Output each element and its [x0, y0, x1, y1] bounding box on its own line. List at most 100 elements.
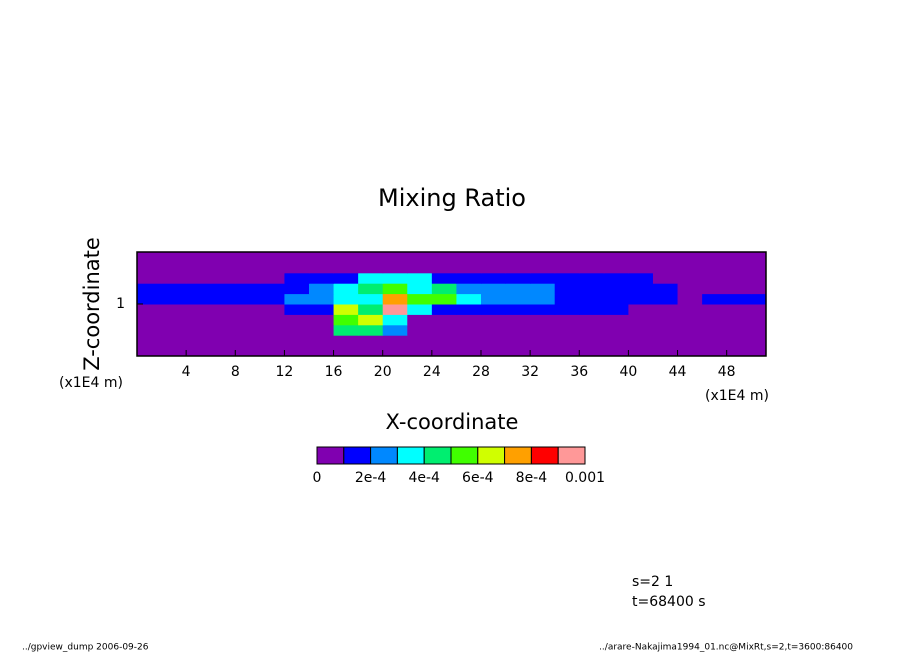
field-cell [333, 252, 359, 263]
field-cell [456, 272, 482, 284]
y-unit: (x1E4 m) [59, 375, 123, 391]
field-cell [186, 335, 212, 347]
field-cell [382, 335, 408, 347]
field-cell [554, 304, 580, 315]
field-cell [751, 314, 766, 326]
field-cell [161, 345, 187, 356]
field-cell [259, 314, 285, 326]
field-cell [333, 314, 359, 326]
field-cell [333, 283, 359, 295]
field-cell [652, 283, 679, 295]
field-cell [186, 314, 212, 326]
field-cell [628, 262, 654, 274]
field-cell [628, 335, 654, 347]
field-cell [652, 293, 679, 305]
field-cell [456, 262, 482, 274]
field-cell [505, 324, 531, 336]
field-cell [382, 345, 408, 356]
footer-left: ../gpview_dump 2006-09-26 [22, 643, 149, 653]
colorbar-box [477, 446, 506, 465]
field-cell [308, 293, 335, 305]
field-cell [579, 345, 605, 356]
field-cell [186, 304, 212, 315]
field-cell [161, 293, 187, 305]
colorbar-label: 6e-4 [462, 470, 494, 486]
field-cell [186, 293, 212, 305]
colorbar-label: 4e-4 [408, 470, 440, 486]
field-cell [652, 345, 679, 356]
field-cell [603, 324, 629, 336]
colorbar-box [396, 446, 425, 465]
field-cell [259, 272, 285, 284]
field-cell [505, 283, 531, 295]
field-cell [505, 252, 531, 263]
field-cell [579, 293, 605, 305]
field-cell [628, 293, 654, 305]
field-cell [161, 324, 187, 336]
field-cell [358, 293, 384, 305]
field-cell [628, 314, 654, 326]
x-tick-label: 36 [570, 364, 588, 380]
field-cell [530, 252, 556, 263]
x-tick-label: 12 [276, 364, 294, 380]
field-cell [161, 272, 187, 284]
colorbar-label: 0 [313, 470, 322, 486]
field-cell [652, 252, 679, 263]
field-cell [186, 283, 212, 295]
field-cell [554, 283, 580, 295]
field-cell [554, 262, 580, 274]
field-cell [751, 324, 766, 336]
field-cell [407, 335, 433, 347]
field-cell [702, 252, 728, 263]
field-cell [210, 314, 236, 326]
field-cell [235, 345, 261, 356]
field-cell [137, 293, 163, 305]
field-cell [702, 345, 728, 356]
field-cell [186, 272, 212, 284]
field-cell [161, 283, 187, 295]
field-cell [677, 293, 703, 305]
field-cell [431, 262, 457, 274]
field-cell [235, 324, 261, 336]
field-cell [751, 252, 766, 263]
field-cell [677, 252, 703, 263]
field-cell [480, 314, 507, 326]
field-cell [407, 272, 433, 284]
field-cell [308, 324, 335, 336]
field-cell [628, 272, 654, 284]
field-cell [530, 272, 556, 284]
footer-right: ../arare-Nakajima1994_01.nc@MixRt,s=2,t=… [599, 643, 853, 653]
field-cell [603, 252, 629, 263]
field-cell [726, 345, 752, 356]
field-cell [161, 314, 187, 326]
field-cell [137, 345, 163, 356]
field-cell [530, 304, 556, 315]
field-cell [259, 262, 285, 274]
field-cell [702, 293, 728, 305]
field-cell [480, 272, 507, 284]
field-cell [259, 304, 285, 315]
field-cell [603, 314, 629, 326]
field-cell [751, 283, 766, 295]
field-cell [137, 304, 163, 315]
field-cell [210, 272, 236, 284]
field-cell [677, 262, 703, 274]
field-cell [358, 314, 384, 326]
field-cell [235, 304, 261, 315]
colorbar-label: 0.001 [565, 470, 605, 486]
field-cell [702, 324, 728, 336]
field-cell [382, 283, 408, 295]
field-cell [235, 314, 261, 326]
x-tick-label: 16 [325, 364, 343, 380]
field-cell [431, 345, 457, 356]
field-cell [431, 293, 457, 305]
field-cell [603, 283, 629, 295]
field-cell [530, 324, 556, 336]
x-tick-label: 8 [231, 364, 240, 380]
field-cell [333, 335, 359, 347]
field-cell [431, 314, 457, 326]
field-cell [407, 262, 433, 274]
field-cell [702, 272, 728, 284]
field-cell [259, 345, 285, 356]
field-cell [382, 324, 408, 336]
